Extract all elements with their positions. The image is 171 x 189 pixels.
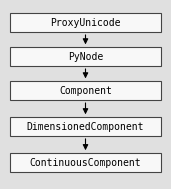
Text: ContinuousComponent: ContinuousComponent: [30, 158, 141, 167]
FancyBboxPatch shape: [10, 13, 161, 32]
Text: ProxyUnicode: ProxyUnicode: [50, 18, 121, 28]
Text: PyNode: PyNode: [68, 52, 103, 62]
Text: Component: Component: [59, 86, 112, 96]
Text: DimensionedComponent: DimensionedComponent: [27, 122, 144, 132]
FancyBboxPatch shape: [10, 153, 161, 172]
FancyBboxPatch shape: [10, 117, 161, 136]
FancyBboxPatch shape: [10, 47, 161, 66]
FancyBboxPatch shape: [10, 81, 161, 100]
